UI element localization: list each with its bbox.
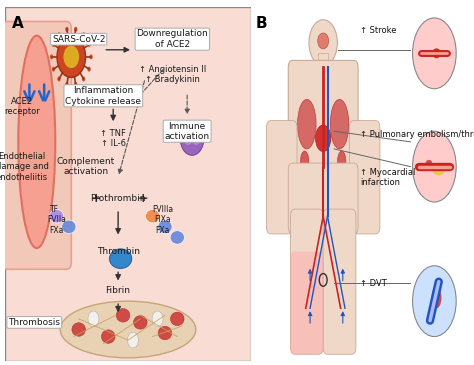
Text: FVIIIa: FVIIIa bbox=[152, 205, 173, 214]
Circle shape bbox=[52, 67, 55, 72]
Circle shape bbox=[183, 131, 193, 145]
Ellipse shape bbox=[109, 249, 132, 268]
FancyBboxPatch shape bbox=[288, 163, 358, 234]
FancyBboxPatch shape bbox=[291, 251, 323, 354]
Ellipse shape bbox=[337, 151, 346, 172]
Ellipse shape bbox=[18, 36, 55, 248]
Ellipse shape bbox=[101, 330, 115, 343]
Ellipse shape bbox=[171, 312, 184, 326]
Circle shape bbox=[128, 332, 138, 348]
Text: B: B bbox=[255, 16, 267, 31]
Circle shape bbox=[412, 18, 456, 89]
Text: Complement
activation: Complement activation bbox=[57, 157, 115, 176]
Text: Endothelial
damage and
endotheliitis: Endothelial damage and endotheliitis bbox=[0, 152, 48, 181]
Circle shape bbox=[88, 311, 99, 327]
Text: ↑ Angiotensin II
↑ Bradykinin: ↑ Angiotensin II ↑ Bradykinin bbox=[139, 65, 206, 84]
Ellipse shape bbox=[116, 308, 130, 322]
FancyBboxPatch shape bbox=[2, 22, 71, 269]
Ellipse shape bbox=[72, 323, 85, 336]
Ellipse shape bbox=[170, 231, 184, 244]
Ellipse shape bbox=[49, 210, 64, 223]
Circle shape bbox=[87, 42, 91, 47]
Text: Immune
activation: Immune activation bbox=[164, 122, 210, 141]
Ellipse shape bbox=[432, 49, 441, 58]
FancyBboxPatch shape bbox=[5, 7, 251, 361]
Circle shape bbox=[57, 32, 61, 37]
Ellipse shape bbox=[298, 99, 316, 149]
FancyBboxPatch shape bbox=[349, 120, 380, 234]
Ellipse shape bbox=[432, 287, 441, 308]
Text: ↑ Pulmonary embolism/thrombosis: ↑ Pulmonary embolism/thrombosis bbox=[360, 130, 474, 139]
Circle shape bbox=[74, 82, 77, 87]
Circle shape bbox=[87, 67, 91, 72]
Ellipse shape bbox=[301, 151, 309, 172]
Text: FVIIa: FVIIa bbox=[47, 215, 66, 224]
Text: ACE2
receptor: ACE2 receptor bbox=[4, 97, 40, 116]
FancyBboxPatch shape bbox=[288, 61, 358, 184]
FancyBboxPatch shape bbox=[291, 209, 323, 354]
Text: A: A bbox=[12, 16, 24, 31]
Text: FXa: FXa bbox=[49, 226, 64, 235]
Circle shape bbox=[309, 20, 337, 66]
Ellipse shape bbox=[62, 220, 76, 234]
Ellipse shape bbox=[316, 125, 331, 151]
Text: SARS-CoV-2: SARS-CoV-2 bbox=[52, 35, 105, 44]
Ellipse shape bbox=[60, 301, 196, 358]
Circle shape bbox=[64, 46, 79, 68]
Circle shape bbox=[52, 42, 55, 47]
Text: ↑ TNF
↑ IL-6: ↑ TNF ↑ IL-6 bbox=[100, 128, 126, 148]
Circle shape bbox=[89, 54, 93, 59]
FancyBboxPatch shape bbox=[266, 120, 297, 234]
Ellipse shape bbox=[318, 33, 328, 49]
Ellipse shape bbox=[146, 210, 160, 223]
Circle shape bbox=[412, 131, 456, 202]
Text: +: + bbox=[137, 192, 148, 205]
Ellipse shape bbox=[158, 326, 172, 340]
Text: Inflammation
Cytokine release: Inflammation Cytokine release bbox=[65, 86, 141, 105]
Text: ↑ Stroke: ↑ Stroke bbox=[360, 26, 397, 35]
FancyBboxPatch shape bbox=[323, 209, 356, 354]
Ellipse shape bbox=[134, 316, 147, 329]
Circle shape bbox=[57, 77, 61, 81]
Circle shape bbox=[152, 311, 163, 327]
Text: Downregulation
of ACE2: Downregulation of ACE2 bbox=[137, 30, 208, 49]
Text: FXa: FXa bbox=[155, 226, 170, 235]
Circle shape bbox=[412, 266, 456, 337]
Ellipse shape bbox=[426, 160, 432, 166]
Text: Fibrin: Fibrin bbox=[106, 286, 131, 295]
Text: ↑ DVT: ↑ DVT bbox=[360, 279, 387, 288]
Ellipse shape bbox=[330, 99, 349, 149]
Circle shape bbox=[65, 82, 69, 87]
Ellipse shape bbox=[433, 165, 445, 176]
Text: Prothrombin: Prothrombin bbox=[91, 194, 146, 203]
Circle shape bbox=[82, 77, 85, 81]
Text: Thrombin: Thrombin bbox=[97, 247, 140, 256]
Text: ↑ Myocardial
infarction: ↑ Myocardial infarction bbox=[360, 168, 416, 187]
Circle shape bbox=[82, 32, 85, 37]
Text: +: + bbox=[91, 192, 101, 205]
Circle shape bbox=[57, 36, 86, 77]
FancyBboxPatch shape bbox=[319, 53, 328, 66]
Text: TF: TF bbox=[50, 205, 58, 214]
Text: FIXa: FIXa bbox=[154, 215, 171, 224]
Circle shape bbox=[180, 121, 204, 155]
Circle shape bbox=[65, 27, 69, 32]
Circle shape bbox=[74, 27, 77, 32]
Text: Thrombosis: Thrombosis bbox=[9, 318, 60, 327]
Circle shape bbox=[191, 131, 201, 145]
Circle shape bbox=[50, 54, 53, 59]
Ellipse shape bbox=[158, 220, 172, 234]
